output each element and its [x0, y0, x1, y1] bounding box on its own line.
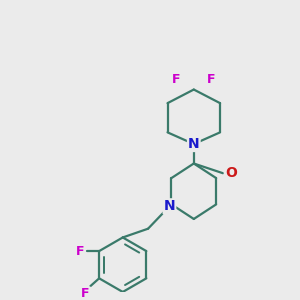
Text: F: F	[172, 73, 181, 86]
Text: O: O	[225, 166, 237, 180]
Text: F: F	[75, 244, 84, 258]
Text: F: F	[81, 287, 90, 300]
Text: N: N	[164, 199, 175, 213]
Text: N: N	[188, 137, 200, 151]
Text: F: F	[207, 73, 216, 86]
